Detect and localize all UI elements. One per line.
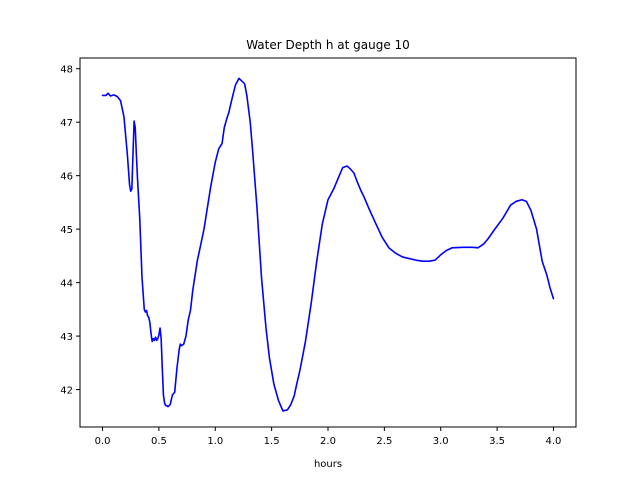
y-tick-label: 48 [60,65,73,76]
y-tick-label: 43 [60,332,73,343]
y-tick-label: 46 [60,172,73,183]
x-tick-label: 4.0 [546,436,562,447]
series-layer [101,77,555,412]
x-tick-label: 2.0 [320,436,336,447]
series-line [101,77,555,412]
x-tick-label: 3.5 [489,436,505,447]
y-tick-label: 45 [60,225,73,236]
x-tick-label: 0.5 [151,436,167,447]
chart-title: Water Depth h at gauge 10 [246,38,410,52]
x-axis-label: hours [314,459,342,470]
x-tick-label: 2.5 [376,436,392,447]
x-tick-label: 1.5 [264,436,280,447]
x-tick-label: 0.0 [95,436,111,447]
x-tick-label: 3.0 [433,436,449,447]
y-tick-label: 47 [60,118,73,129]
y-tick-label: 42 [60,386,73,397]
y-axis: 42 43 44 45 46 47 48 [60,65,80,397]
x-axis: 0.0 0.5 1.0 1.5 2.0 2.5 3.0 3.5 4.0 [95,427,562,447]
x-tick-label: 1.0 [207,436,223,447]
y-tick-label: 44 [60,279,73,290]
